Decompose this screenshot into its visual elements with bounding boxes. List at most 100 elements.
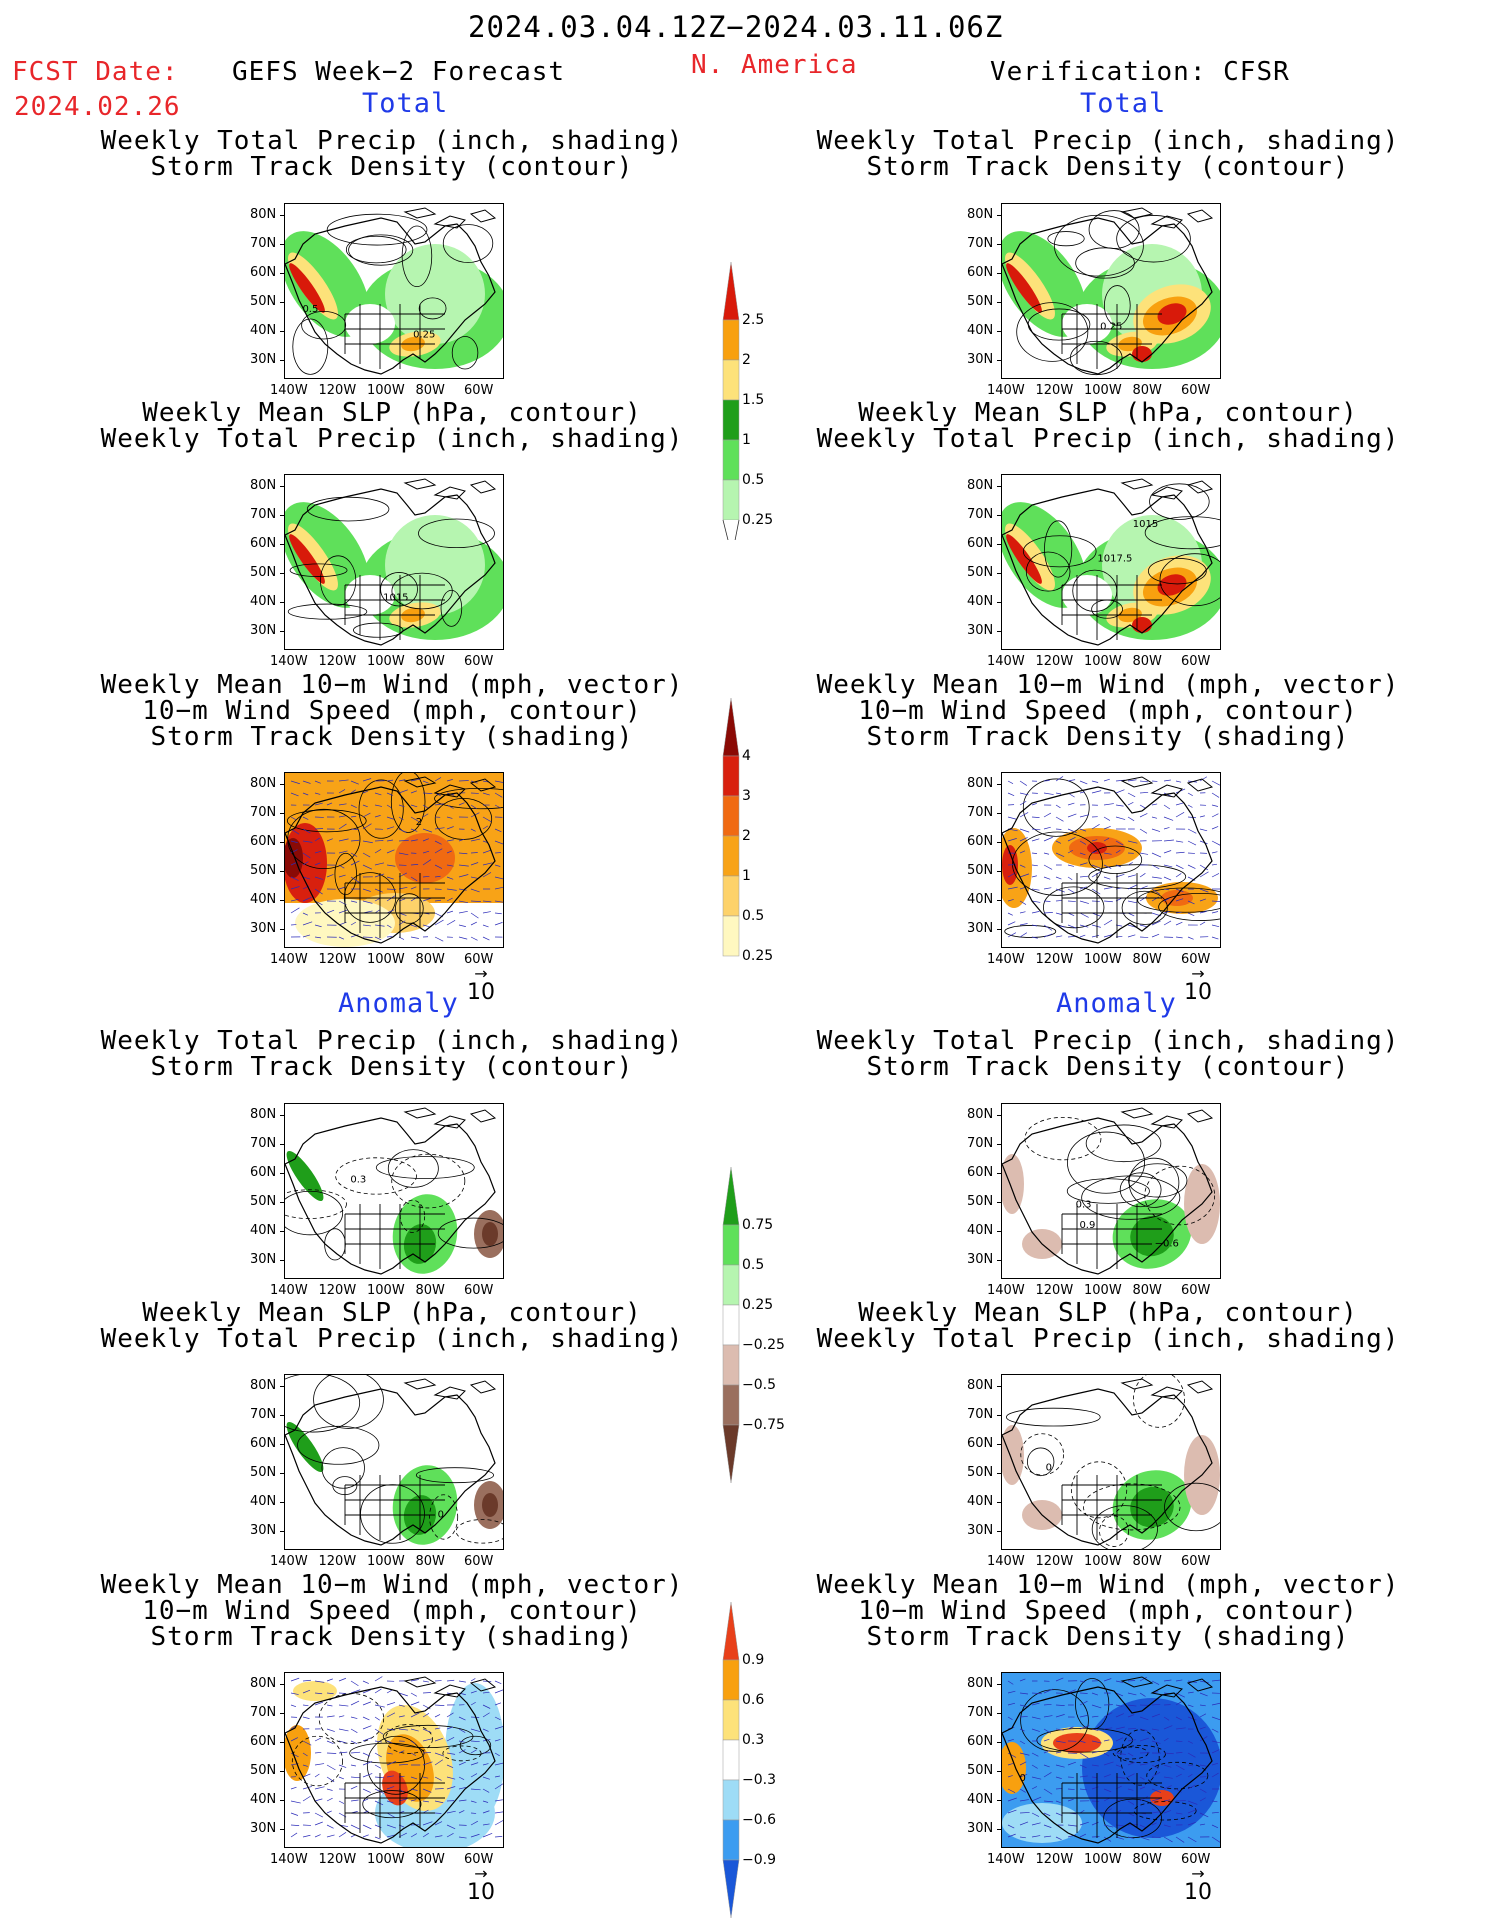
section-total-right: Total <box>1080 88 1167 119</box>
lat-label-60N: 60N <box>967 265 994 280</box>
contour-label: 1015 <box>1133 519 1158 530</box>
lat-tick <box>280 1684 284 1685</box>
contour-label: 1015 <box>383 592 408 603</box>
lon-label-100W: 100W <box>1084 1283 1122 1298</box>
lat-label-50N: 50N <box>250 1465 277 1480</box>
lon-label-100W: 100W <box>367 654 405 669</box>
lat-tick <box>280 244 284 245</box>
section-anomaly-right: Anomaly <box>1056 988 1177 1019</box>
lon-label-120W: 120W <box>1035 952 1074 967</box>
lat-tick <box>280 871 284 872</box>
lat-tick <box>997 360 1001 361</box>
lat-label-30N: 30N <box>967 623 994 638</box>
lat-label-70N: 70N <box>250 507 277 522</box>
lat-label-40N: 40N <box>250 1494 277 1509</box>
lat-label-40N: 40N <box>250 1223 277 1238</box>
lat-label-40N: 40N <box>250 594 277 609</box>
verification-slp_precip-anom-map: 0 <box>1001 1374 1221 1550</box>
lon-label-60W: 60W <box>1181 952 1211 967</box>
lon-label-80W: 80W <box>415 1852 445 1867</box>
lat-tick <box>280 1800 284 1801</box>
colorbar-precip_total-label: 2.5 <box>742 312 765 328</box>
forecast-slp_precip-total-map: 1015 <box>284 474 504 650</box>
fcst-date-value: 2024.02.26 <box>14 92 181 122</box>
lat-label-40N: 40N <box>967 892 994 907</box>
vector-reference-arrow: → 10 <box>464 966 498 1006</box>
lat-tick <box>280 1444 284 1445</box>
lat-label-80N: 80N <box>250 776 277 791</box>
lat-tick <box>997 929 1001 930</box>
section-anomaly-left: Anomaly <box>338 988 459 1019</box>
lat-tick <box>997 1260 1001 1261</box>
lat-tick <box>997 1202 1001 1203</box>
contour-label: 2 <box>416 817 422 828</box>
lon-label-80W: 80W <box>1132 1852 1162 1867</box>
lat-label-60N: 60N <box>250 834 277 849</box>
lon-label-60W: 60W <box>1181 1852 1211 1867</box>
colorbar-track_total-label: 0.5 <box>742 908 765 924</box>
forecast-precip_track-total-map: 0.5 0.25 <box>284 203 504 379</box>
vector-reference-value: 10 <box>467 980 495 1005</box>
lat-label-80N: 80N <box>967 1378 994 1393</box>
lat-label-30N: 30N <box>250 1821 277 1836</box>
lat-label-80N: 80N <box>250 207 277 222</box>
forecast-wind_track-total-title-line-1: Weekly Mean 10−m Wind (mph, vector) <box>100 670 684 700</box>
lat-tick <box>280 1173 284 1174</box>
contour-label: 0.25 <box>1100 321 1122 332</box>
verification-slp_precip-anom-title-line-1: Weekly Mean SLP (hPa, contour) <box>858 1298 1358 1328</box>
verification-precip_track-anom-map: −0.6 0.3 0.9 <box>1001 1103 1221 1279</box>
lat-label-80N: 80N <box>250 1378 277 1393</box>
colorbar-precip_anom-label: 0.25 <box>742 1297 774 1313</box>
forecast-slp_precip-anom-map: 0 <box>284 1374 504 1550</box>
lon-label-60W: 60W <box>1181 654 1211 669</box>
model-title: GEFS Week−2 Forecast <box>232 57 566 87</box>
forecast-wind_track-anom-map <box>284 1672 504 1848</box>
lat-label-50N: 50N <box>967 1465 994 1480</box>
colorbar-track_total-label: 4 <box>742 748 751 764</box>
lat-tick <box>997 842 1001 843</box>
lat-tick <box>280 900 284 901</box>
lat-tick <box>997 273 1001 274</box>
lat-tick <box>997 1684 1001 1685</box>
lat-tick <box>997 1502 1001 1503</box>
verification-wind_track-anom-title-line-2: 10−m Wind Speed (mph, contour) <box>858 1596 1358 1626</box>
lat-label-50N: 50N <box>967 565 994 580</box>
forecast-slp_precip-total-title-line-1: Weekly Mean SLP (hPa, contour) <box>142 398 642 428</box>
lat-label-80N: 80N <box>967 1107 994 1122</box>
lat-label-60N: 60N <box>250 1165 277 1180</box>
lat-tick <box>997 871 1001 872</box>
contour-label: 0.3 <box>350 1174 366 1185</box>
lat-label-30N: 30N <box>250 623 277 638</box>
lat-tick <box>280 1713 284 1714</box>
lon-label-140W: 140W <box>987 654 1025 669</box>
contour-label: 0 <box>1019 1773 1025 1784</box>
lat-label-30N: 30N <box>967 1252 994 1267</box>
colorbar-precip_anom-label: 0.75 <box>742 1217 774 1233</box>
lon-label-120W: 120W <box>318 654 357 669</box>
lat-label-50N: 50N <box>250 294 277 309</box>
lat-tick <box>280 573 284 574</box>
lat-label-60N: 60N <box>250 536 277 551</box>
lat-label-80N: 80N <box>250 1107 277 1122</box>
contour-label: 0.25 <box>413 329 435 340</box>
lon-label-60W: 60W <box>464 1283 494 1298</box>
colorbar-precip_anom-label: 0.5 <box>742 1257 765 1273</box>
lat-tick <box>997 515 1001 516</box>
lat-tick <box>280 1415 284 1416</box>
verification-slp_precip-total-title-line-2: Weekly Total Precip (inch, shading) <box>816 424 1400 454</box>
lat-label-30N: 30N <box>250 921 277 936</box>
lat-tick <box>280 1231 284 1232</box>
lat-tick <box>997 302 1001 303</box>
lon-label-100W: 100W <box>367 383 405 398</box>
lat-label-80N: 80N <box>250 1676 277 1691</box>
lon-label-120W: 120W <box>318 1554 357 1569</box>
lat-tick <box>280 631 284 632</box>
lat-tick <box>997 1742 1001 1743</box>
lon-label-140W: 140W <box>987 383 1025 398</box>
arrow-icon: → <box>1191 1864 1205 1883</box>
lat-label-70N: 70N <box>250 1407 277 1422</box>
lon-label-100W: 100W <box>1084 1852 1122 1867</box>
lat-label-70N: 70N <box>967 1705 994 1720</box>
lat-tick <box>280 360 284 361</box>
colorbar-precip_total-label: 1.5 <box>742 392 765 408</box>
